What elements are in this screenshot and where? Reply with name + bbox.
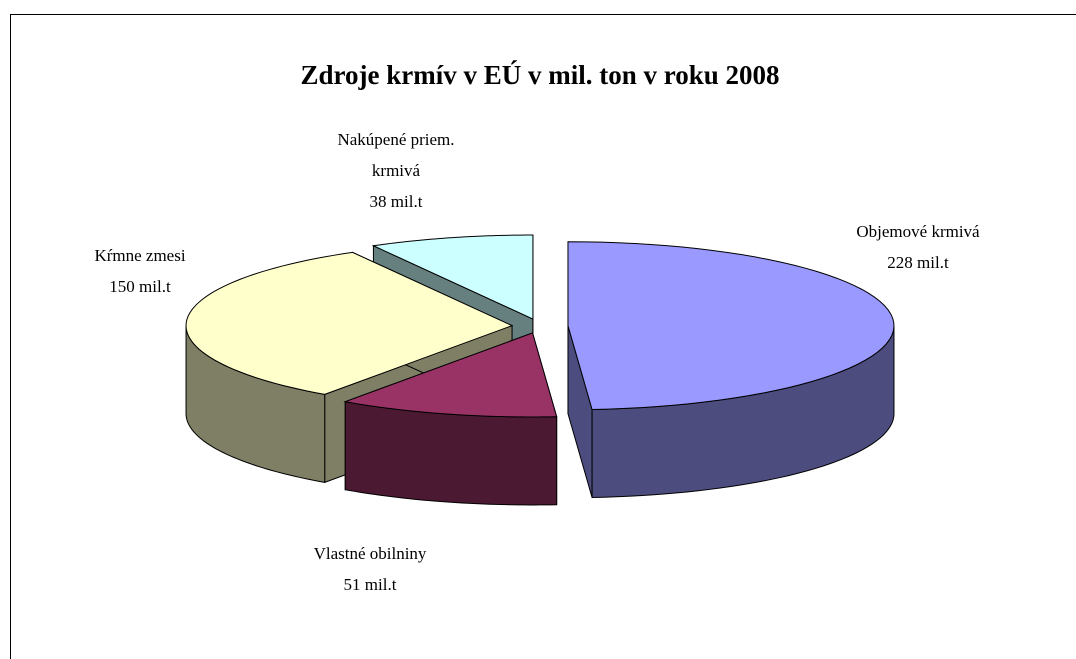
pie-slice	[185, 251, 514, 395]
slice-label-box: Kŕmne zmesi 150 mil.t	[65, 240, 215, 302]
slice-label-box: Objemové krmivá 228 mil.t	[843, 216, 993, 278]
slice-label-box: Nakúpené priem. krmivá 38 mil.t	[321, 124, 471, 217]
pie-slice	[343, 332, 558, 418]
pie-slice	[567, 241, 895, 411]
value-label: 228 mil.t	[887, 253, 949, 272]
slice-label: Nakúpené priem. krmivá 38 mil.t	[321, 124, 471, 217]
value-label: 51 mil.t	[343, 575, 397, 594]
slice-label: Kŕmne zmesi 150 mil.t	[65, 240, 215, 302]
category-label: Nakúpené priem. krmivá	[337, 130, 455, 180]
pie-slice	[371, 234, 534, 320]
slice-label: Vlastné obilniny 51 mil.t	[295, 538, 445, 600]
value-label: 38 mil.t	[369, 192, 423, 211]
chart-title: Zdroje krmív v EÚ v mil. ton v roku 2008	[300, 60, 779, 90]
slice	[567, 241, 895, 499]
slice-label-box: Vlastné obilniny 51 mil.t	[295, 538, 445, 600]
slice-label: Objemové krmivá 228 mil.t	[843, 216, 993, 278]
category-label: Objemové krmivá	[856, 222, 980, 241]
slice	[343, 332, 558, 506]
value-label: 150 mil.t	[109, 277, 171, 296]
category-label: Kŕmne zmesi	[94, 246, 186, 265]
category-label: Vlastné obilniny	[313, 544, 427, 563]
